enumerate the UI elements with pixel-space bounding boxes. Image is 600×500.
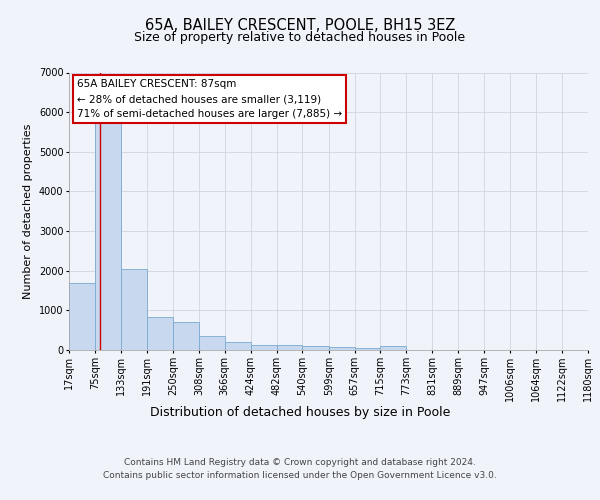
- Bar: [251, 345, 277, 350]
- Bar: [121, 268, 146, 350]
- Text: 65A BAILEY CRESCENT: 87sqm
← 28% of detached houses are smaller (3,119)
71% of s: 65A BAILEY CRESCENT: 87sqm ← 28% of deta…: [77, 80, 342, 119]
- Bar: [146, 318, 173, 350]
- Bar: [173, 322, 199, 350]
- Bar: [277, 345, 302, 350]
- Bar: [199, 336, 225, 350]
- Text: Contains public sector information licensed under the Open Government Licence v3: Contains public sector information licen…: [103, 472, 497, 480]
- Bar: [95, 120, 121, 350]
- Bar: [225, 342, 251, 350]
- Y-axis label: Number of detached properties: Number of detached properties: [23, 124, 33, 299]
- Bar: [302, 346, 329, 350]
- Text: Contains HM Land Registry data © Crown copyright and database right 2024.: Contains HM Land Registry data © Crown c…: [124, 458, 476, 467]
- Bar: [355, 348, 380, 350]
- Text: Distribution of detached houses by size in Poole: Distribution of detached houses by size …: [150, 406, 450, 419]
- Text: Size of property relative to detached houses in Poole: Size of property relative to detached ho…: [134, 31, 466, 44]
- Bar: [329, 347, 355, 350]
- Text: 65A, BAILEY CRESCENT, POOLE, BH15 3EZ: 65A, BAILEY CRESCENT, POOLE, BH15 3EZ: [145, 18, 455, 32]
- Bar: [69, 282, 95, 350]
- Bar: [380, 346, 406, 350]
